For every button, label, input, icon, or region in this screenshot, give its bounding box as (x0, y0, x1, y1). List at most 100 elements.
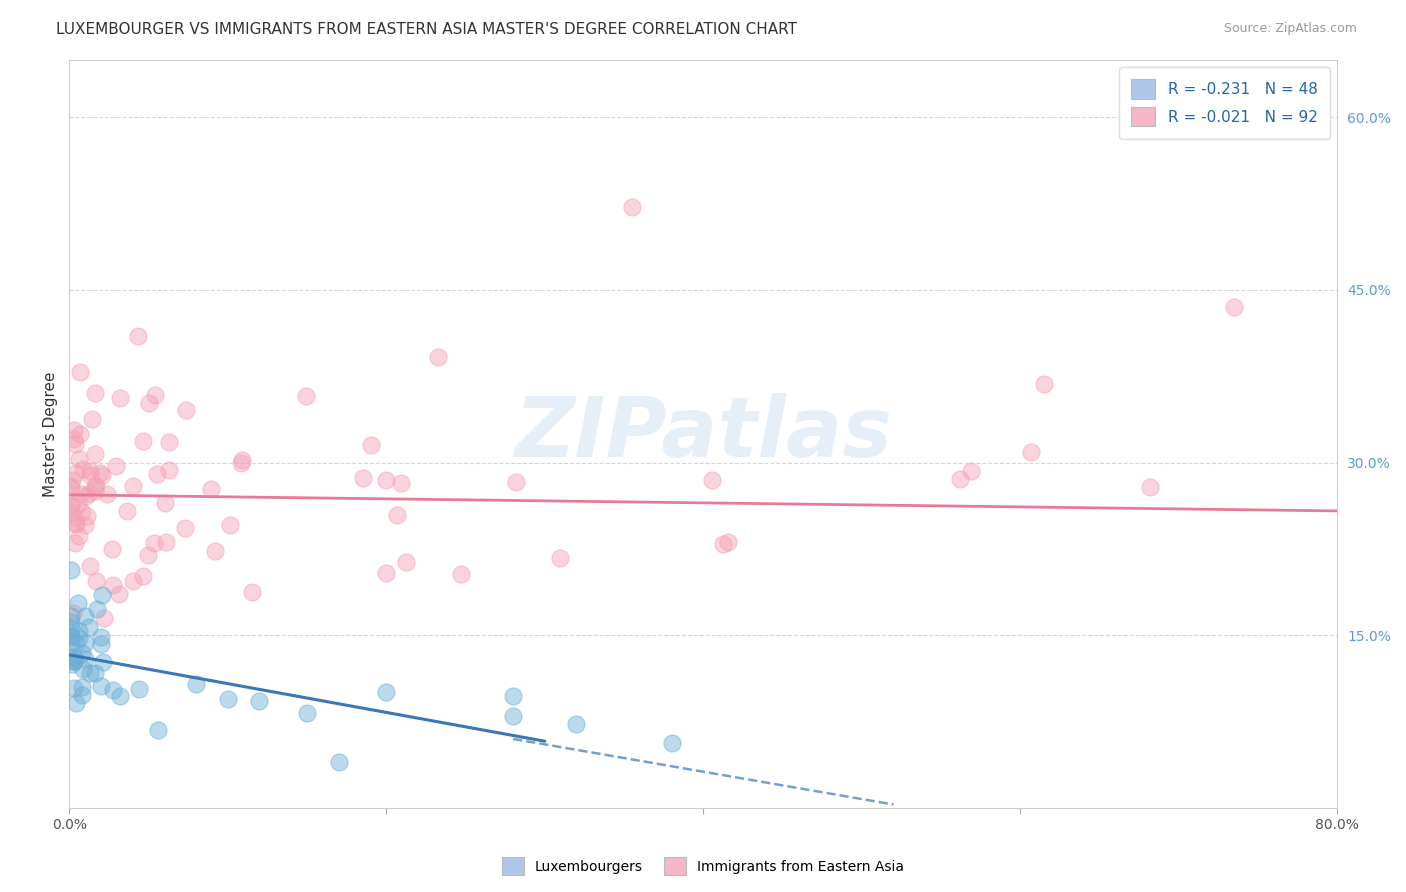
Point (711, 537, 734, 551)
Point (84, 665, 107, 680)
Point (90, 630, 112, 644)
Point (157, 463, 180, 477)
Point (63, 681, 86, 695)
Point (122, 574, 145, 588)
Point (84, 574, 107, 589)
Point (79, 558, 101, 573)
Point (86, 601, 108, 615)
Point (240, 584, 263, 599)
Point (59, 608, 82, 623)
Point (231, 453, 253, 467)
Point (79, 665, 101, 680)
Point (101, 683, 124, 698)
Point (375, 684, 398, 698)
Point (76, 509, 98, 524)
Point (69, 365, 91, 379)
Point (105, 459, 128, 474)
Point (72, 662, 94, 676)
Point (91, 468, 114, 483)
Point (59, 500, 82, 514)
Point (121, 479, 143, 493)
Point (60, 615, 83, 629)
Point (143, 388, 166, 402)
Point (502, 709, 524, 723)
Point (204, 544, 226, 558)
Point (70, 688, 93, 702)
Point (62, 654, 84, 668)
Point (63, 650, 86, 665)
Point (62, 423, 84, 437)
Point (80, 412, 103, 426)
Text: LUXEMBOURGER VS IMMIGRANTS FROM EASTERN ASIA MASTER'S DEGREE CORRELATION CHART: LUXEMBOURGER VS IMMIGRANTS FROM EASTERN … (56, 22, 797, 37)
Legend: Luxembourgers, Immigrants from Eastern Asia: Luxembourgers, Immigrants from Eastern A… (496, 852, 910, 880)
Point (59, 621, 82, 635)
Point (700, 473, 723, 487)
Point (143, 536, 166, 550)
Point (174, 402, 197, 417)
Point (108, 392, 131, 406)
Point (60, 630, 83, 644)
Point (395, 555, 418, 569)
Point (389, 476, 412, 491)
Point (450, 566, 472, 581)
Point (59, 628, 82, 642)
Point (89, 466, 111, 480)
Point (67, 624, 90, 638)
Point (101, 542, 124, 557)
Point (63, 516, 86, 531)
Point (79, 468, 101, 483)
Point (565, 717, 588, 731)
Point (231, 456, 253, 470)
Point (67, 529, 90, 543)
Point (127, 329, 149, 343)
Point (661, 736, 683, 750)
Point (620, 200, 643, 214)
Point (136, 548, 159, 562)
Point (59, 634, 82, 648)
Point (138, 396, 160, 410)
Point (75, 518, 97, 533)
Point (83, 484, 105, 499)
Point (155, 495, 177, 509)
Point (69, 426, 91, 441)
Point (59, 653, 82, 667)
Point (70, 646, 93, 660)
Point (75, 489, 97, 503)
Legend: R = -0.231   N = 48, R = -0.021   N = 92: R = -0.231 N = 48, R = -0.021 N = 92 (1119, 67, 1330, 138)
Point (72, 461, 94, 475)
Point (66, 497, 89, 511)
Point (93, 610, 115, 624)
Point (65, 696, 87, 710)
Point (69, 486, 91, 500)
Point (77, 620, 100, 634)
Text: ZIPatlas: ZIPatlas (515, 393, 893, 475)
Y-axis label: Master's Degree: Master's Degree (44, 371, 58, 497)
Point (73, 651, 96, 665)
Point (90, 637, 112, 651)
Point (91, 655, 114, 669)
Point (101, 577, 124, 591)
Point (79, 464, 101, 478)
Point (84, 385, 107, 400)
Point (1032, 376, 1054, 391)
Point (360, 438, 382, 452)
Point (385, 508, 408, 523)
Point (70, 680, 93, 694)
Point (63, 437, 86, 451)
Point (84, 448, 107, 462)
Point (59, 481, 82, 495)
Point (200, 482, 222, 496)
Point (60, 657, 83, 671)
Point (62, 606, 84, 620)
Point (249, 694, 271, 708)
Point (155, 535, 177, 549)
Point (505, 475, 527, 489)
Point (59, 498, 82, 512)
Point (60, 473, 83, 487)
Point (63, 511, 86, 525)
Point (374, 566, 396, 581)
Point (132, 434, 155, 448)
Point (67, 452, 90, 467)
Point (91, 588, 114, 602)
Point (157, 435, 180, 450)
